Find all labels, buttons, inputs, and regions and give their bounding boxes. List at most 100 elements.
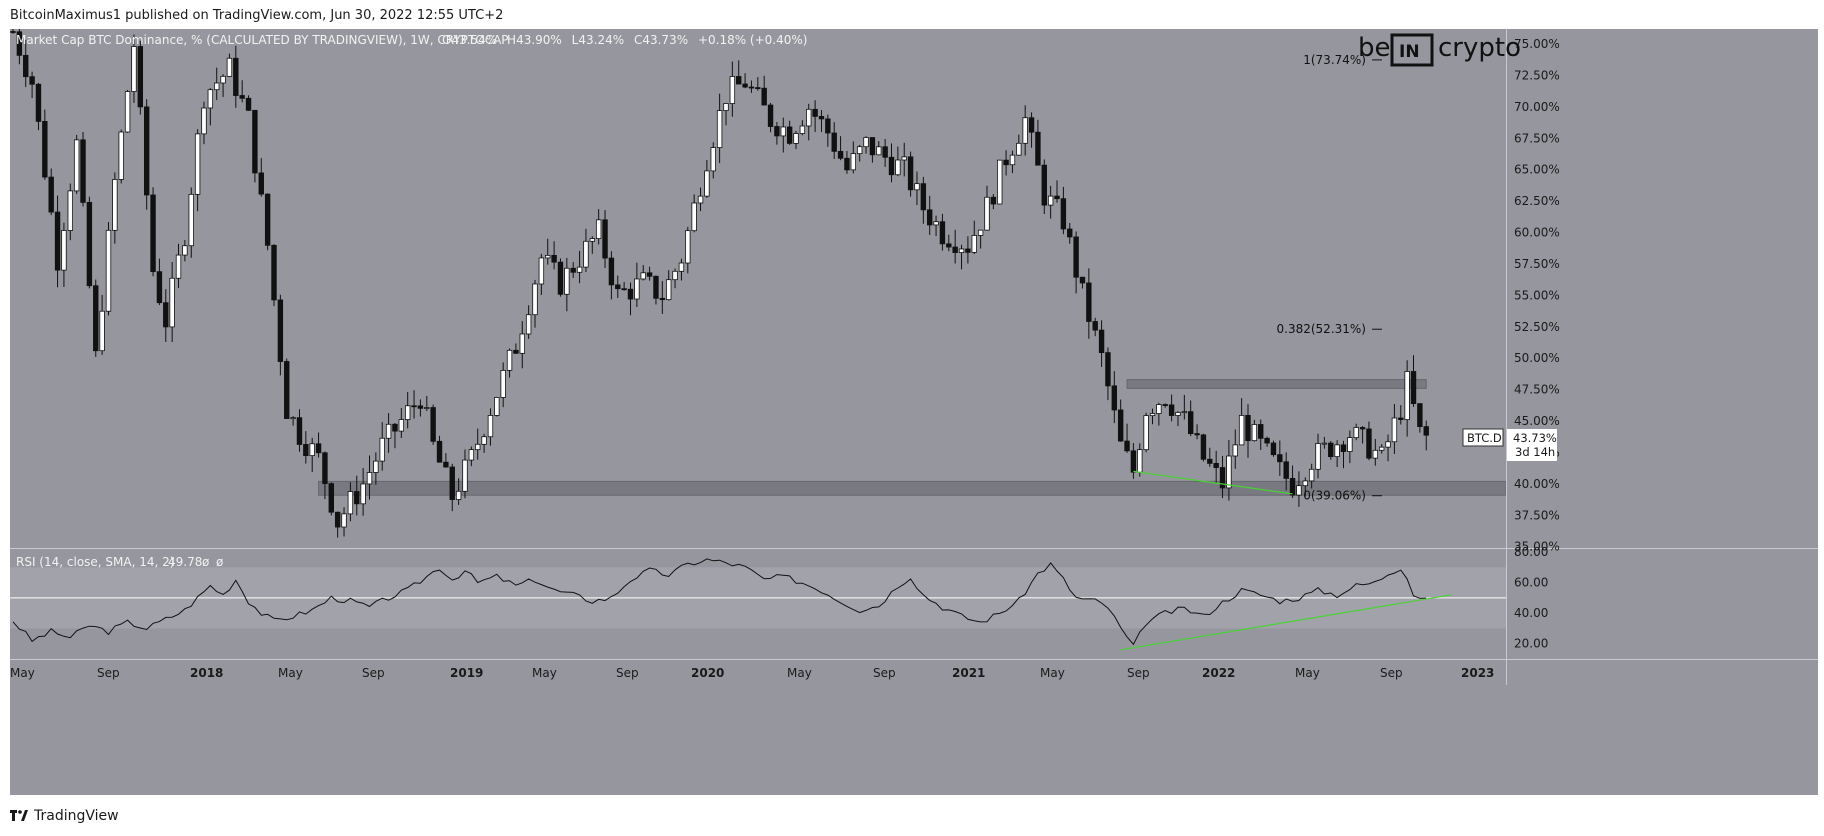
rsi-pane[interactable]: [10, 549, 1506, 659]
candle-body: [506, 349, 513, 371]
candle-body: [328, 483, 334, 513]
candle-body: [1270, 442, 1277, 456]
legend-l-value: 43.24%: [578, 33, 624, 47]
candle-body: [16, 31, 23, 56]
symbol-legend: Market Cap BTC Dominance, % (CALCULATED …: [16, 33, 807, 47]
candle-body: [691, 202, 697, 232]
candle-body: [1264, 437, 1270, 444]
candle-body: [322, 452, 328, 485]
candle-body: [799, 125, 806, 134]
candle-body: [869, 137, 876, 156]
candle-body: [1417, 403, 1423, 428]
candle-body: [583, 240, 589, 268]
candle-body: [93, 285, 99, 352]
legend-o-value: 43.54%: [451, 33, 497, 47]
candle-body: [188, 193, 194, 247]
candle-body: [373, 460, 379, 473]
main-price-axis[interactable]: 75.00% 72.50% 70.00% 67.50% 65.00% 62.50% 60.0…: [1514, 37, 1560, 554]
candle-body: [385, 423, 392, 439]
candle-body: [685, 230, 691, 264]
publish-line: BitcoinMaximus1 published on TradingView…: [10, 8, 503, 23]
rsi-price-axis[interactable]: 80.00 60.00 40.00 20.00: [1514, 545, 1548, 651]
time-axis[interactable]: May Sep 2018 May Sep 2019 May Sep 2020 May Sep 2021…: [10, 666, 1494, 680]
candle-body: [646, 272, 653, 277]
main-price-pane[interactable]: 1(73.74%) 0.382(52.31%) 0(39.06%): [10, 29, 1507, 548]
candle-body: [1347, 437, 1353, 452]
candle-body: [1321, 442, 1328, 445]
candle-body: [42, 121, 48, 178]
current-price-tag[interactable]: BTC.D 43.73% 3d 14h: [1462, 428, 1557, 461]
rsi-tick-label: 60.00: [1514, 576, 1548, 590]
y-tick-label: 62.50%: [1514, 194, 1560, 208]
candle-body: [404, 405, 411, 420]
x-tick-label: 2022: [1202, 666, 1235, 680]
candle-body: [888, 156, 895, 176]
candle-body: [214, 82, 220, 91]
candle-body: [958, 248, 965, 253]
candle-body: [1092, 321, 1098, 331]
candle-body: [825, 118, 831, 134]
candle-body: [1149, 413, 1156, 417]
y-tick-label: 37.50%: [1514, 508, 1560, 522]
legend-h-value: 43.90%: [516, 33, 562, 47]
candle-body: [449, 466, 455, 500]
candle-body: [455, 490, 462, 500]
watermark-logo: be IN crypto: [1358, 33, 1521, 67]
candle-body: [615, 284, 621, 290]
candle-body: [977, 229, 984, 236]
candle-body: [1213, 462, 1219, 468]
candle-body: [105, 229, 112, 312]
legend-symbol: Market Cap BTC Dominance, % (CALCULATED …: [16, 33, 509, 47]
x-tick-label: 2020: [691, 666, 724, 680]
rsi-tick-label: 40.00: [1514, 606, 1548, 620]
candle-body: [767, 104, 774, 127]
candle-body: [169, 277, 175, 328]
y-tick-label: 35.00%: [1514, 540, 1560, 554]
candle-body: [436, 440, 443, 463]
candle-body: [551, 254, 557, 263]
candle-body: [239, 95, 245, 99]
candle-body: [939, 221, 946, 245]
candle-body: [1207, 458, 1213, 464]
candle-body: [1003, 159, 1009, 166]
chart-canvas[interactable]: 1(73.74%) 0.382(52.31%) 0(39.06%) 75.00% 72…: [10, 29, 1818, 795]
candle-body: [1385, 441, 1391, 448]
candle-body: [1041, 164, 1047, 206]
chart-frame[interactable]: 1(73.74%) 0.382(52.31%) 0(39.06%) 75.00% 72…: [10, 29, 1818, 795]
candle-body: [1353, 427, 1359, 439]
candle-body: [443, 461, 449, 468]
candle-body: [863, 137, 869, 148]
candle-body: [124, 91, 131, 133]
candle-body: [621, 288, 627, 291]
candle-body: [1079, 276, 1086, 284]
candle-body: [1226, 455, 1232, 489]
candle-body: [112, 179, 118, 231]
candle-body: [1130, 450, 1137, 473]
fib-level-label: 0.382(52.31%): [1277, 322, 1366, 336]
candle-body: [557, 261, 564, 295]
price-tag-countdown: 3d 14h: [1515, 445, 1555, 459]
candle-body: [1251, 424, 1258, 442]
candle-body: [812, 108, 818, 117]
candle-body: [576, 266, 583, 273]
candle-body: [634, 278, 640, 300]
candle-body: [379, 437, 385, 462]
y-tick-label: 40.00%: [1514, 477, 1560, 491]
candle-body: [672, 270, 678, 281]
candle-body: [1067, 228, 1073, 238]
y-tick-label: 45.00%: [1514, 414, 1560, 428]
candle-body: [1302, 480, 1308, 487]
rsi-tick-label: 20.00: [1514, 637, 1548, 651]
candle-body: [360, 483, 366, 505]
candle-body: [80, 139, 86, 203]
candle-body: [118, 131, 124, 180]
candle-body: [532, 283, 538, 316]
candle-body: [570, 267, 576, 273]
author-name[interactable]: BitcoinMaximus1: [10, 8, 122, 23]
candle-body: [137, 46, 144, 108]
rsi-extra-2: ø: [216, 555, 223, 569]
candle-body: [1366, 428, 1372, 459]
candle-body: [1028, 117, 1035, 133]
candle-body: [245, 97, 252, 111]
footer-brand[interactable]: TradingView: [10, 808, 119, 824]
